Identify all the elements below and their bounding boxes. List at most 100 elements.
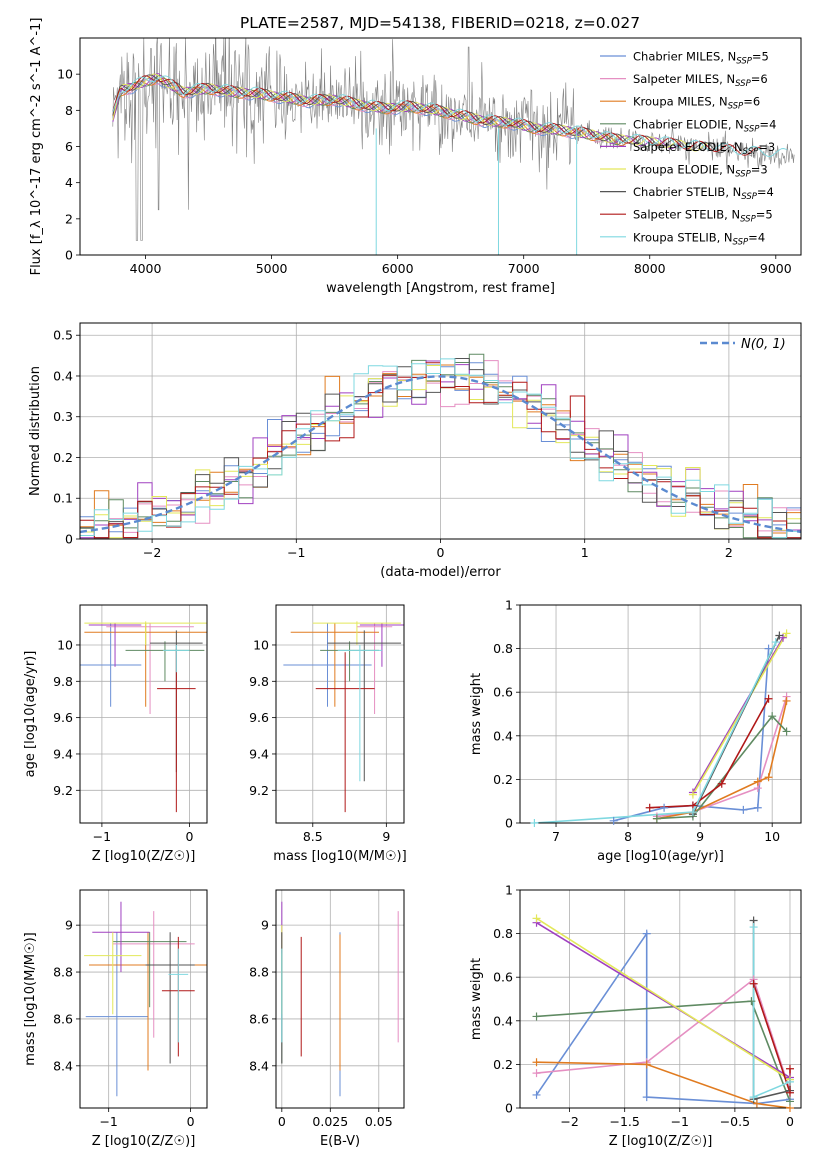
x-tick-label: 1: [581, 545, 589, 560]
y-tick-label: 0.1: [53, 491, 73, 506]
x-tick-label: 7000: [508, 261, 540, 276]
y-tick-label: 2: [65, 211, 73, 226]
weight-marker: [652, 814, 661, 823]
axes-frame: [519, 889, 802, 1109]
plot-area: [84, 901, 207, 1097]
weight-marker: [775, 631, 784, 640]
weight-marker: [642, 929, 651, 938]
model-line: [112, 74, 655, 148]
y-tick-label: 1: [505, 598, 513, 613]
model-line: [112, 75, 761, 156]
legend-nssp-value: 4: [758, 230, 765, 244]
mass-vs-metallicity-panel: −1 0 8.4 8.6 8.8 9 Z [log10(Z/Z☉)] mass [log10(…: [23, 889, 208, 1149]
weight-marker: [609, 816, 618, 825]
weight-vs-metallicity-panel: −2 −1.5 −1 −0.5 0 0 0.2 0.4 0.6 0.8 1 Z [log10(Z/Z☉…: [469, 883, 802, 1149]
x-axis-label: Z [log10(Z/Z☉)]: [92, 1134, 196, 1149]
weight-line: [536, 978, 791, 1091]
age-vs-metallicity-panel: −1 0 9.2 9.4 9.6 9.8 10 Z [log10(Z/Z☉)] age [log…: [23, 604, 208, 864]
x-tick-label: 0: [278, 1114, 286, 1129]
legend-nssp-eq: =: [743, 95, 753, 109]
legend-nssp-eq: =: [751, 72, 761, 86]
legend-label: Kroupa ELODIE, NSSP=3: [633, 163, 768, 180]
y-tick-label: 0.6: [493, 970, 513, 985]
weight-marker: [764, 644, 773, 653]
weight-marker: [753, 803, 762, 812]
legend-nssp-eq: =: [751, 163, 761, 177]
legend-series-name: Kroupa STELIB: [633, 230, 717, 244]
y-tick-label: 9.4: [53, 746, 73, 761]
x-tick-label: 9: [382, 829, 390, 844]
x-axis-label: (data-model)/error: [380, 565, 501, 580]
legend-label: Salpeter ELODIE, NSSP=3: [633, 140, 775, 157]
plot-area: [112, 38, 795, 255]
legend-nssp-value: 4: [769, 117, 776, 131]
legend-series-name: Kroupa MILES: [633, 95, 712, 109]
weight-line: [692, 632, 788, 796]
legend-nssp-value: 6: [753, 95, 760, 109]
y-tick-label: 0.2: [493, 772, 513, 787]
weight-line: [656, 696, 788, 818]
weight-marker: [749, 923, 758, 932]
legend-nssp-prefix: , N: [728, 117, 744, 131]
weight-marker: [642, 1093, 651, 1102]
legend-nssp-value: 4: [767, 185, 774, 199]
weight-line: [649, 698, 770, 809]
weight-marker: [645, 803, 654, 812]
weight-line: [535, 931, 791, 1105]
x-axis-label: Z [log10(Z/Z☉)]: [609, 1134, 713, 1149]
weight-marker: [532, 914, 541, 923]
legend-nssp-eq: =: [748, 230, 758, 244]
weight-marker: [717, 779, 726, 788]
legend-nssp-value: 5: [765, 208, 772, 222]
y-tick-label: 10: [253, 637, 269, 652]
legend-nssp-sub: SSP: [743, 147, 759, 157]
legend-label: Salpeter MILES, NSSP=6: [633, 72, 768, 89]
y-tick-label: 0: [505, 816, 513, 831]
x-tick-label: 8000: [634, 261, 666, 276]
spectrum-panel: 4000 5000 6000 7000 8000 90000246810wavelengt…: [29, 18, 802, 296]
weight-marker: [688, 790, 697, 799]
model-line: [112, 75, 788, 157]
y-tick-label: 0.2: [53, 450, 73, 465]
y-tick-label: 9.4: [249, 746, 269, 761]
legend-label: Kroupa MILES, NSSP=6: [633, 95, 760, 112]
x-tick-label: 10: [764, 829, 780, 844]
weight-line: [536, 922, 791, 1079]
x-tick-label: 9000: [760, 261, 792, 276]
x-tick-label: −1.5: [610, 1114, 640, 1129]
weight-marker: [642, 1060, 651, 1069]
weight-line: [534, 641, 777, 823]
weight-marker: [782, 727, 791, 736]
legend-nssp-sub: SSP: [736, 57, 752, 67]
legend-nssp-sub: SSP: [735, 170, 751, 180]
y-tick-label: 8: [65, 103, 73, 118]
y-tick-label: 8.4: [249, 1058, 269, 1073]
residuals-panel: −2 −1 0 1 2 0 0.1 0.2 0.3 0.4 0.5 (data-model)/erro…: [28, 322, 802, 580]
x-tick-label: 2: [725, 545, 733, 560]
weight-marker: [785, 1097, 794, 1106]
plot-area: [283, 621, 404, 813]
x-axis-label: mass [log10(M/M☉)]: [273, 849, 406, 864]
y-tick-label: 0.6: [493, 685, 513, 700]
legend-nssp-value: 5: [762, 50, 769, 64]
weight-marker: [771, 638, 780, 647]
legend-label: Kroupa STELIB, NSSP=4: [633, 230, 765, 247]
legend-series-name: Salpeter STELIB: [633, 208, 724, 222]
y-tick-label: 9.2: [249, 783, 269, 798]
weight-marker: [768, 712, 777, 721]
x-axis-label: E(B-V): [320, 1134, 360, 1149]
x-tick-label: 4000: [130, 261, 162, 276]
x-tick-label: 0: [187, 1114, 195, 1129]
y-tick-label: 8.8: [249, 965, 269, 980]
weight-marker: [530, 819, 539, 827]
x-axis-label: Z [log10(Z/Z☉)]: [92, 849, 196, 864]
legend-nssp-prefix: , N: [719, 163, 735, 177]
legend-series-name: Chabrier STELIB: [633, 185, 725, 199]
x-tick-label: 7: [552, 829, 560, 844]
y-tick-label: 9.8: [249, 674, 269, 689]
normal-legend-label: N(0, 1): [741, 337, 786, 352]
weight-marker: [660, 803, 669, 812]
y-tick-label: 0.2: [493, 1057, 513, 1072]
legend-nssp-eq: =: [759, 117, 769, 131]
